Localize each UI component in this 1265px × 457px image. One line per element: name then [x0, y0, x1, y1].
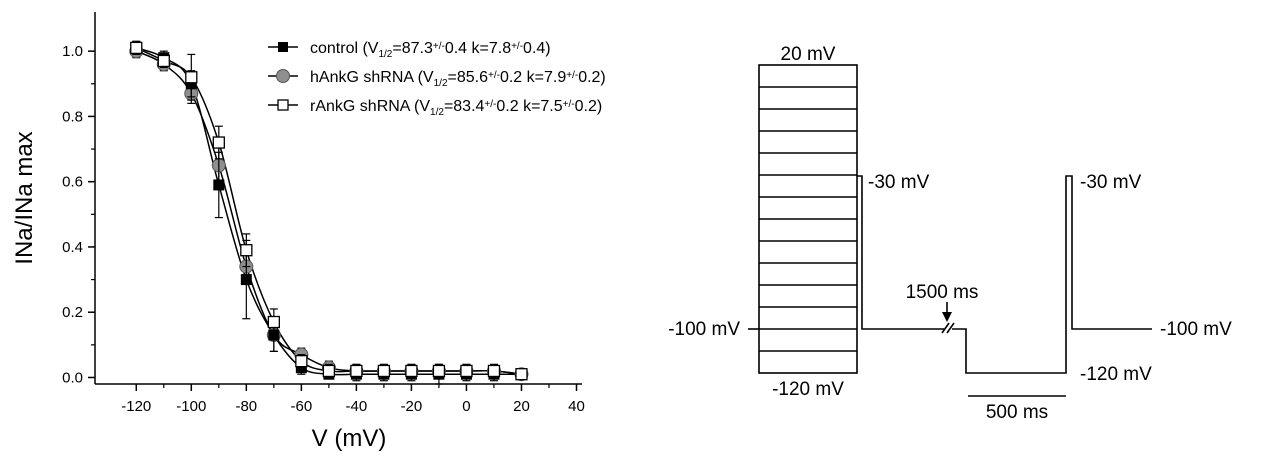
- legend-marker-control: [278, 42, 288, 52]
- x-ticks: -120 -100 -80 -60 -40 -20 0 20 40: [121, 384, 585, 415]
- label-test2-30mv: -30 mV: [1080, 172, 1142, 193]
- data-point-rankg: [377, 364, 391, 378]
- legend-label-rankg: rAnkG shRNA (V1/2=83.4+/-0.2 k=7.5+/-0.2…: [310, 98, 602, 118]
- label-20mv: 20 mV: [781, 44, 836, 65]
- test-pulse-1: [857, 175, 944, 330]
- data-point-rankg: [405, 364, 418, 378]
- data-points: [129, 40, 529, 385]
- data-point-control: [240, 274, 252, 286]
- y-tick-label: 1.0: [62, 43, 83, 60]
- data-point-rankg: [460, 364, 473, 378]
- x-axis-title: V (mV): [312, 425, 387, 452]
- data-point-rankg: [267, 315, 280, 329]
- x-tick-label: -40: [346, 398, 368, 415]
- data-point-rankg: [515, 368, 528, 381]
- data-point-rankg: [322, 364, 336, 378]
- y-tick-label: 0.4: [62, 239, 83, 256]
- y-tick-label: 0.6: [62, 174, 83, 191]
- legend-marker-rankg: [277, 99, 289, 111]
- x-tick-label: -20: [401, 398, 423, 415]
- data-point-rankg: [240, 244, 253, 257]
- duration-arrow-head: [942, 312, 952, 322]
- y-axis-title: INa/INa max: [11, 131, 38, 264]
- x-tick-label: 40: [568, 398, 585, 415]
- data-point-rankg: [432, 364, 446, 378]
- label-holding-100mv: -100 mV: [668, 319, 740, 340]
- x-tick-label: 0: [462, 398, 470, 415]
- hyperpolarizing-step: [952, 175, 1152, 374]
- legend-entry-control: control (V1/2=87.3+/-0.4 k=7.8+/-0.4): [268, 40, 551, 60]
- data-point-control: [213, 179, 225, 191]
- data-point-rankg: [185, 71, 198, 84]
- inactivation-plot: 0.0 0.2 0.4 0.6 0.8 1.0 -120 -100 -80 -60 -40 -20 0…: [11, 12, 606, 452]
- label-test-30mv: -30 mV: [868, 172, 930, 193]
- y-tick-label: 0.8: [62, 108, 83, 125]
- data-point-rankg: [212, 136, 225, 149]
- break-mark-2: [946, 322, 955, 334]
- legend-marker-hankg: [276, 69, 290, 83]
- label-final-100mv: -100 mV: [1160, 319, 1232, 340]
- y-ticks: 0.0 0.2 0.4 0.6 0.8 1.0: [62, 43, 95, 386]
- x-tick-label: -80: [235, 398, 257, 415]
- x-tick-label: -100: [176, 398, 206, 415]
- label-minus120mv-bottom: -120 mV: [772, 379, 844, 400]
- legend-entry-rankg: rAnkG shRNA (V1/2=83.4+/-0.2 k=7.5+/-0.2…: [268, 98, 602, 118]
- y-tick-label: 0.0: [62, 369, 83, 386]
- data-point-rankg: [157, 54, 170, 68]
- data-point-rankg: [295, 355, 308, 368]
- data-point-rankg: [350, 364, 363, 378]
- y-tick-label: 0.2: [62, 304, 83, 321]
- x-tick-label: -120: [121, 398, 151, 415]
- legend: control (V1/2=87.3+/-0.4 k=7.8+/-0.4) hA…: [268, 40, 606, 118]
- x-tick-label: 20: [513, 398, 530, 415]
- prepulse-step-lines: [759, 86, 857, 352]
- data-point-rankg: [487, 364, 501, 378]
- x-tick-label: -60: [291, 398, 313, 415]
- label-hyper-120mv: -120 mV: [1080, 364, 1152, 385]
- label-1500ms: 1500 ms: [906, 282, 979, 303]
- legend-entry-hankg: hAnkG shRNA (V1/2=85.6+/-0.2 k=7.9+/-0.2…: [268, 69, 606, 89]
- voltage-protocol: [748, 64, 1152, 397]
- break-mark-1: [941, 322, 950, 334]
- data-point-rankg: [130, 41, 143, 55]
- legend-label-control: control (V1/2=87.3+/-0.4 k=7.8+/-0.4): [310, 40, 551, 60]
- protocol-labels: 20 mV -120 mV -100 mV -30 mV 1500 ms -30…: [668, 44, 1232, 423]
- legend-label-hankg: hAnkG shRNA (V1/2=85.6+/-0.2 k=7.9+/-0.2…: [310, 69, 606, 89]
- label-500ms: 500 ms: [986, 402, 1048, 423]
